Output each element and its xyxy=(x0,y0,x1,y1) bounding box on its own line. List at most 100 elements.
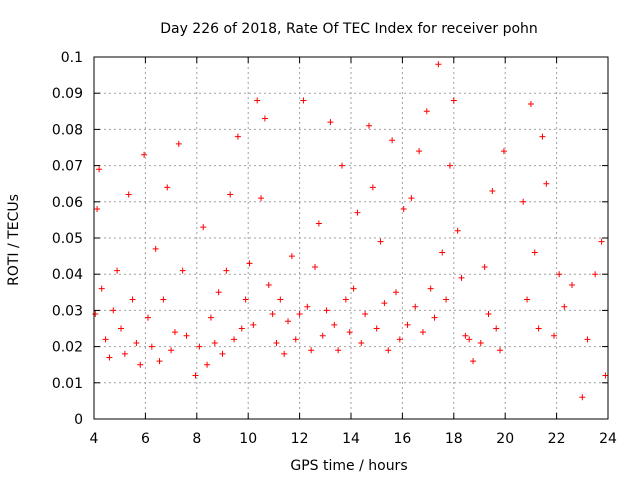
data-point xyxy=(261,115,268,122)
data-point xyxy=(373,325,380,332)
data-point xyxy=(435,61,442,68)
data-point xyxy=(102,336,109,343)
data-point xyxy=(392,289,399,296)
data-point xyxy=(335,347,342,354)
data-point xyxy=(369,184,376,191)
data-point xyxy=(171,329,178,336)
data-point xyxy=(416,148,423,155)
data-point xyxy=(531,249,538,256)
data-point xyxy=(106,354,113,361)
data-point xyxy=(277,296,284,303)
data-point xyxy=(539,133,546,140)
data-point xyxy=(408,195,415,202)
data-point xyxy=(98,285,105,292)
data-point xyxy=(211,339,218,346)
data-point xyxy=(250,321,257,328)
data-point xyxy=(183,332,190,339)
y-tick-label: 0.09 xyxy=(52,86,83,102)
grid xyxy=(94,57,608,419)
data-point xyxy=(315,220,322,227)
x-tick-label: 20 xyxy=(496,431,514,447)
data-point xyxy=(200,224,207,231)
x-axis-label: GPS time / hours xyxy=(290,458,407,474)
y-tick-label: 0.06 xyxy=(52,195,83,211)
y-tick-label: 0.03 xyxy=(52,303,83,319)
x-tick-label: 16 xyxy=(393,431,411,447)
data-point xyxy=(254,97,261,104)
data-point xyxy=(396,336,403,343)
data-point xyxy=(121,350,128,357)
x-tick-label: 14 xyxy=(342,431,360,447)
data-point xyxy=(296,311,303,318)
y-tick-label: 0.08 xyxy=(52,122,83,138)
data-point xyxy=(500,148,507,155)
data-point xyxy=(598,238,605,245)
data-point xyxy=(207,314,214,321)
data-point xyxy=(520,198,527,205)
y-tick-label: 0.1 xyxy=(61,50,83,66)
data-point xyxy=(175,140,182,147)
data-point xyxy=(152,245,159,252)
data-point xyxy=(223,267,230,274)
data-point xyxy=(470,358,477,365)
data-point xyxy=(92,311,99,318)
data-points xyxy=(92,61,609,401)
data-point xyxy=(377,238,384,245)
data-point xyxy=(238,325,245,332)
data-point xyxy=(110,307,117,314)
data-point xyxy=(234,133,241,140)
axis-ticks: 4 6 8 10 12 14 16 18 20 22 24 0 0.01 0.02 0.03 0.04 0.05… xyxy=(52,50,617,447)
chart-title: Day 226 of 2018, Rate Of TEC Index for r… xyxy=(160,21,538,37)
y-tick-label: 0 xyxy=(74,412,83,428)
data-point xyxy=(446,162,453,169)
data-point xyxy=(114,267,121,274)
y-tick-label: 0.02 xyxy=(52,340,83,356)
data-point xyxy=(342,296,349,303)
data-point xyxy=(179,267,186,274)
data-point xyxy=(219,350,226,357)
data-point xyxy=(358,339,365,346)
data-point xyxy=(312,263,319,270)
data-point xyxy=(288,253,295,260)
data-point xyxy=(543,180,550,187)
data-point xyxy=(215,289,222,296)
y-axis-label: ROTI / TECUs xyxy=(6,194,22,286)
data-point xyxy=(304,303,311,310)
data-point xyxy=(431,314,438,321)
data-point xyxy=(339,162,346,169)
data-point xyxy=(242,296,249,303)
data-point xyxy=(269,311,276,318)
x-tick-label: 4 xyxy=(90,431,99,447)
data-point xyxy=(489,187,496,194)
data-point xyxy=(485,311,492,318)
x-tick-label: 24 xyxy=(599,431,617,447)
data-point xyxy=(133,339,140,346)
data-point xyxy=(551,332,558,339)
data-point xyxy=(404,321,411,328)
data-point xyxy=(196,343,203,350)
data-point xyxy=(94,206,101,213)
data-point xyxy=(281,350,288,357)
data-point xyxy=(602,372,609,379)
data-point xyxy=(231,336,238,343)
data-point xyxy=(561,303,568,310)
data-point xyxy=(168,347,175,354)
data-point xyxy=(454,227,461,234)
data-point xyxy=(265,282,272,289)
data-point xyxy=(592,271,599,278)
data-point xyxy=(327,119,334,126)
data-point xyxy=(477,339,484,346)
x-tick-label: 6 xyxy=(141,431,150,447)
data-point xyxy=(323,307,330,314)
data-point xyxy=(443,296,450,303)
data-point xyxy=(481,263,488,270)
data-point xyxy=(584,336,591,343)
data-point xyxy=(400,206,407,213)
data-point xyxy=(535,325,542,332)
data-point xyxy=(285,318,292,325)
data-point xyxy=(389,137,396,144)
data-point xyxy=(319,332,326,339)
data-point xyxy=(204,361,211,368)
data-point xyxy=(385,347,392,354)
x-tick-label: 22 xyxy=(548,431,566,447)
